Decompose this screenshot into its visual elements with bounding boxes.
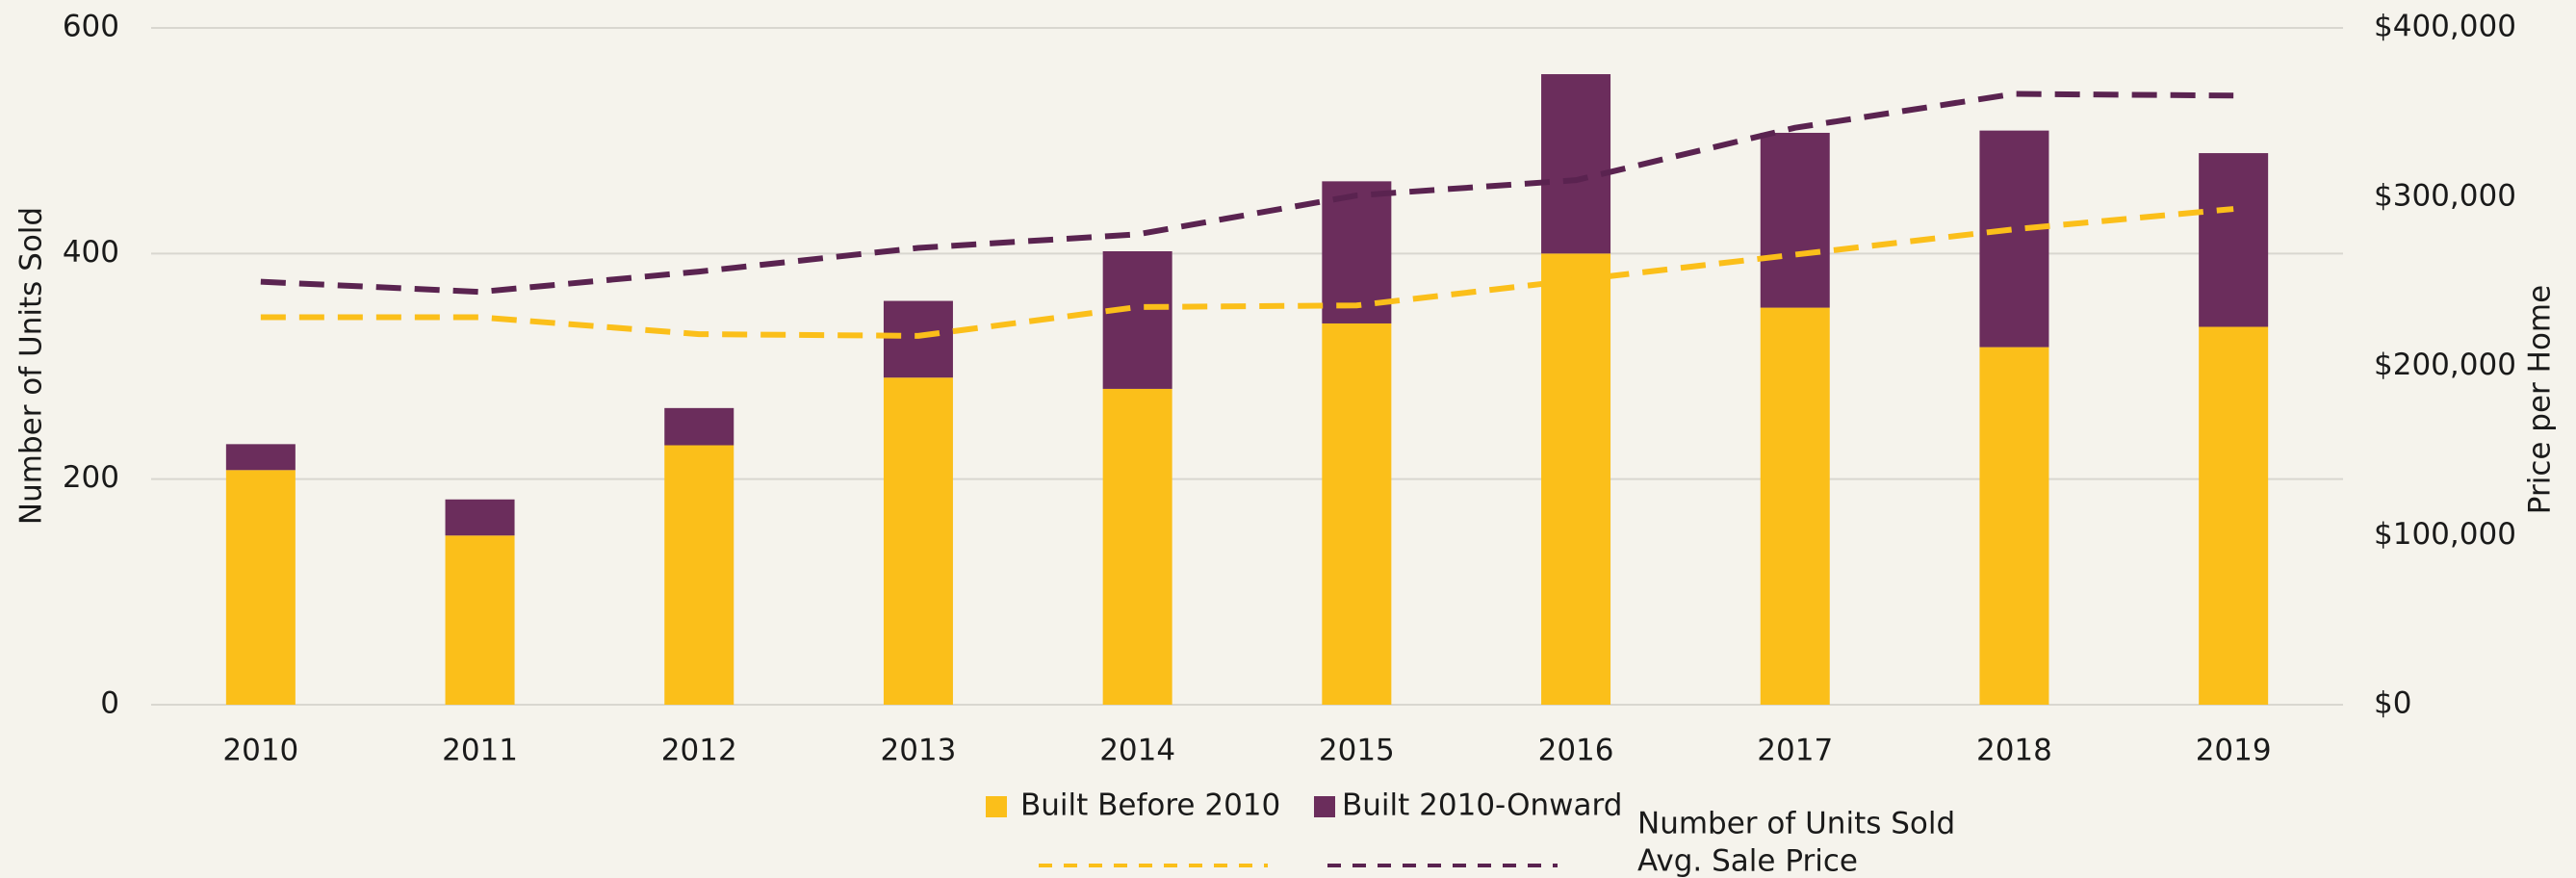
x-tick-label: 2010 [222, 734, 298, 768]
bar [1322, 323, 1392, 705]
bar [664, 407, 734, 446]
bar [225, 444, 296, 471]
bar [225, 470, 296, 705]
bar [1979, 347, 2049, 705]
legend-label: Number of Units Sold [1637, 807, 1955, 841]
bar [1541, 74, 1611, 254]
y-tick-label: 200 [63, 460, 119, 495]
bar [1760, 307, 1830, 705]
x-tick-label: 2019 [2196, 734, 2272, 768]
x-tick-label: 2015 [1319, 734, 1395, 768]
y-axis-title: Number of Units Sold [14, 207, 49, 525]
y-tick-label: 600 [63, 10, 119, 44]
x-tick-label: 2014 [1099, 734, 1175, 768]
x-tick-label: 2012 [661, 734, 737, 768]
x-tick-label: 2011 [442, 734, 518, 768]
x-tick-label: 2016 [1538, 734, 1614, 768]
legend-swatch [986, 796, 1007, 817]
bar [1102, 250, 1172, 389]
bar [883, 377, 953, 705]
y2-tick-label: $300,000 [2374, 178, 2516, 213]
y2-tick-label: $0 [2374, 686, 2411, 721]
bar [445, 499, 515, 536]
y2-tick-label: $100,000 [2374, 517, 2516, 552]
y-tick-label: 0 [100, 686, 119, 721]
x-tick-label: 2017 [1757, 734, 1833, 768]
bar [883, 300, 953, 378]
y-tick-label: 400 [63, 235, 119, 270]
bar [1760, 132, 1830, 308]
bar [1322, 181, 1392, 323]
bar [1541, 253, 1611, 705]
legend-swatch [1314, 796, 1335, 817]
legend-label: Built 2010-Onward [1342, 788, 1622, 823]
bar [445, 535, 515, 705]
bar [2199, 153, 2269, 327]
legend-label: Built Before 2010 [1020, 788, 1280, 823]
bar [2199, 326, 2269, 705]
line-series [260, 206, 2234, 339]
bar [664, 445, 734, 705]
x-tick-label: 2018 [1976, 734, 2052, 768]
y2-tick-label: $200,000 [2374, 348, 2516, 382]
y2-tick-label: $400,000 [2374, 10, 2516, 44]
bar [1979, 130, 2049, 348]
bar [1102, 388, 1172, 705]
line-series [260, 90, 2234, 296]
legend-label: Avg. Sale Price [1637, 844, 1858, 878]
y2-axis-title: Price per Home [2523, 285, 2558, 514]
x-tick-label: 2013 [880, 734, 956, 768]
